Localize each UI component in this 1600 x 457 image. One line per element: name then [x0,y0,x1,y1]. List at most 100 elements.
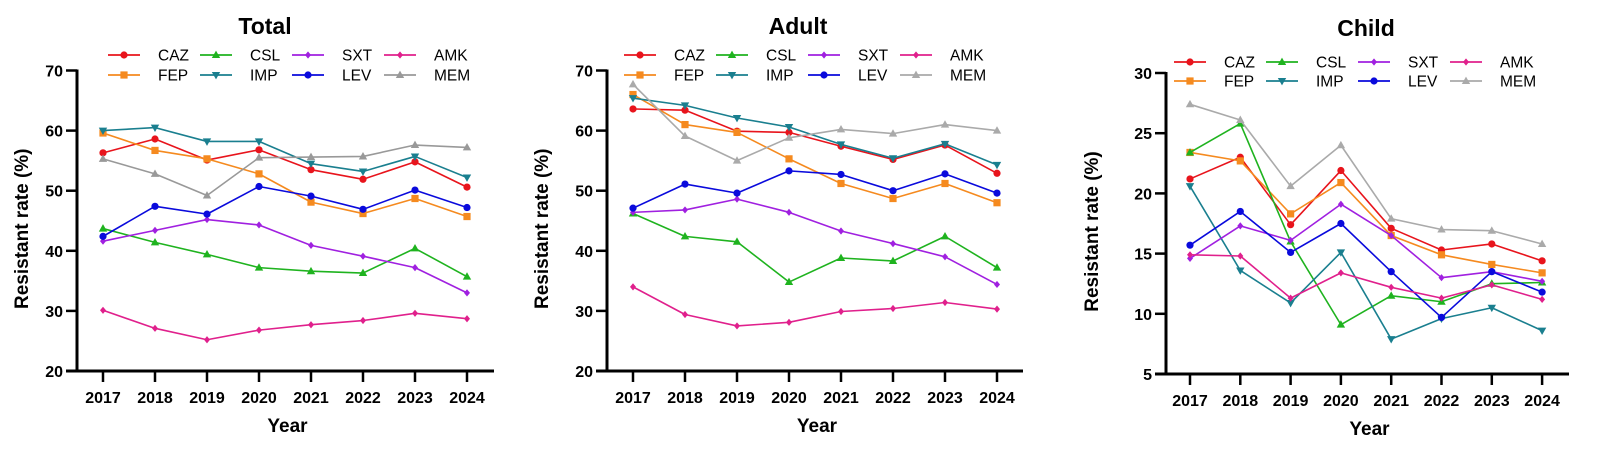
data-point-mem [410,140,420,149]
x-tick-label: 2023 [397,390,433,407]
data-point-amk [942,298,948,307]
legend-swatch-marker [397,51,403,59]
legend-item-mem: MEM [900,68,986,85]
series-mem [1185,99,1547,247]
data-point-imp [836,141,846,149]
data-point-mem [680,131,690,140]
data-point-fep [681,120,689,129]
x-tick-label: 2017 [1172,393,1208,410]
data-point-csl [98,224,108,232]
data-point-mem [1537,239,1547,247]
x-tick-label: 2024 [1524,393,1560,410]
data-point-imp [1185,183,1195,191]
series-line-imp [102,126,468,179]
data-point-sxt [464,289,470,297]
data-point-imp [306,160,316,169]
legend-label: AMK [950,48,984,65]
data-point-lev [733,189,741,197]
legend-swatch-marker [211,72,221,80]
legend-swatch-marker [1370,77,1378,85]
legend-item-fep: FEP [108,68,188,85]
x-axis-label: Year [797,416,838,437]
legend-label: FEP [674,68,704,85]
data-point-sxt [994,280,1000,289]
series-line-mem [632,83,998,162]
data-point-imp [202,138,212,146]
data-point-caz [1538,257,1546,265]
series-line-lev [1189,210,1543,319]
legend-label: CSL [250,48,281,65]
data-point-lev [1488,268,1496,276]
legend-label: CAZ [1224,55,1255,72]
x-tick-label: 2022 [875,390,911,407]
series-fep [629,90,1001,207]
data-point-lev [151,202,159,210]
data-point-mem [1487,226,1496,234]
series-sxt [1187,200,1546,285]
data-point-mem [732,156,742,164]
legend-label: FEP [158,68,188,85]
data-point-lev [1538,288,1546,296]
x-tick-label: 2020 [241,390,277,407]
series-csl [628,209,1002,286]
data-point-sxt [1438,274,1445,282]
chart-title: Total [238,13,291,39]
series-line-lev [102,185,468,238]
legend-swatch-marker [1461,76,1471,84]
legend-label: IMP [250,68,278,85]
data-point-csl [358,268,368,277]
data-point-amk [890,304,896,313]
data-point-amk [1337,269,1344,277]
data-point-sxt [1539,277,1546,285]
data-point-caz [1186,175,1194,183]
data-point-fep [1488,260,1496,269]
legend-label: SXT [342,48,373,65]
y-tick-label: 10 [1134,307,1152,324]
data-point-caz [463,183,471,191]
data-point-caz [255,146,263,154]
x-tick-label: 2024 [449,390,485,407]
legend-item-caz: CAZ [624,48,705,65]
data-point-fep [411,194,419,203]
data-point-amk [630,283,636,291]
legend-item-csl: CSL [200,48,281,65]
legend-swatch-marker [636,51,644,59]
series-lev [99,182,471,240]
legend-swatch-marker [911,70,921,78]
data-point-amk [994,305,1000,313]
chart-title: Child [1337,15,1395,41]
data-point-imp [784,123,794,132]
data-point-sxt [412,264,418,272]
data-point-sxt [1237,222,1244,230]
y-tick-label: 25 [1134,126,1152,143]
data-point-fep [1236,157,1244,165]
series-line-mem [1189,103,1543,245]
legend-swatch-marker [1277,57,1287,65]
legend-item-lev: LEV [1358,74,1438,91]
legend-swatch-marker [636,71,644,79]
data-point-mem [462,143,472,151]
series-imp [1185,183,1547,344]
y-tick-label: 20 [575,364,593,381]
data-point-lev [1337,219,1345,228]
data-point-caz [1488,240,1496,248]
legend-item-imp: IMP [716,68,794,85]
data-point-mem [1185,99,1195,108]
y-tick-label: 50 [45,184,63,201]
data-point-sxt [1337,200,1344,208]
data-point-lev [1186,241,1194,249]
data-point-imp [1487,304,1496,313]
data-point-csl [410,243,420,252]
legend-swatch-marker [305,51,311,59]
data-point-caz [993,169,1001,177]
x-tick-label: 2024 [979,390,1015,407]
data-point-amk [838,307,844,316]
y-tick-label: 70 [45,64,63,81]
data-point-lev [99,232,107,240]
x-tick-label: 2023 [1474,393,1510,410]
legend-swatch-marker [727,50,737,58]
data-point-sxt [838,227,844,235]
series-line-fep [102,132,468,218]
legend-label: CSL [1316,55,1347,72]
legend-swatch-marker [1463,58,1469,66]
